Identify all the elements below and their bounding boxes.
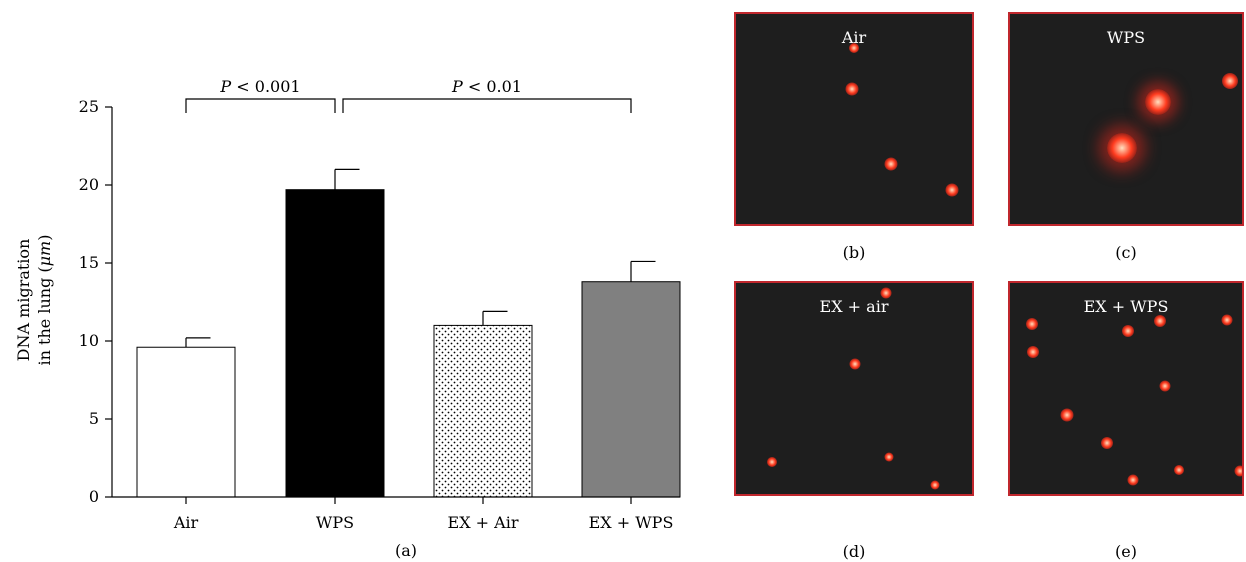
comet-dot [1159,380,1171,392]
panel-label-b: (b) [842,243,866,262]
bar-ex-wps [581,281,681,498]
comet-dot [767,457,777,467]
x-tick-label: EX + WPS [589,513,674,532]
y-tick-label: 0 [89,487,99,506]
comet-dot [1145,89,1171,115]
panel-label-d: (d) [842,542,866,561]
micrograph-ex-wps: EX + WPS [1008,281,1244,496]
comet-dot [849,43,859,53]
significance-bracket [342,98,632,113]
micrograph-air: Air [734,12,974,226]
y-tick-label: 5 [89,409,99,428]
comet-dot [1107,133,1137,163]
p-value-label: P < 0.001 [219,77,300,96]
bar-chart: 0 5 10 15 20 25 Air WPS EX + Air EX + WPS P < 0.… [14,77,681,560]
comet-dot [1174,465,1184,475]
comet-dot [1221,314,1233,326]
y-tick-label: 25 [79,97,99,116]
x-tick-label: EX + Air [448,513,519,532]
comet-dot [1026,318,1038,330]
x-tick-label: WPS [316,513,354,532]
panel-title: EX + WPS [1083,297,1169,316]
comet-dot [849,358,861,370]
comet-dot [1060,408,1074,422]
panel-label-e: (e) [1115,542,1137,561]
comet-dot [845,82,859,96]
panel-label-c: (c) [1115,243,1137,262]
bar-ex-air [433,324,533,498]
micrograph-wps: WPS [1008,12,1244,226]
chart-panel-label: (a) [395,541,417,560]
comet-dot [1222,73,1238,89]
p-value-label: P < 0.01 [451,77,522,96]
y-tick-label: 15 [79,253,99,272]
panel-title: EX + air [819,297,889,316]
y-axis-label-line1: DNA migration [14,239,33,362]
x-tick-label: Air [173,513,199,532]
significance-bracket [185,98,336,113]
comet-dot [1101,437,1113,449]
bar-air [136,346,236,498]
comet-dot [1234,465,1242,477]
comet-dot [1122,325,1134,337]
panel-title: Air [841,28,867,47]
comet-dot [945,183,959,197]
micrograph-ex-air: EX + air [734,281,974,496]
bar-wps [285,189,385,498]
comet-dot [880,287,892,299]
y-axis-label-line2: in the lung (μm) [35,235,54,366]
comet-dot [884,452,894,462]
comet-dot [930,480,940,490]
y-tick-label: 20 [79,175,99,194]
y-tick-label: 10 [79,331,99,350]
comet-dot [884,157,898,171]
comet-dot [1027,346,1039,358]
comet-dot [1127,474,1139,486]
comet-dot [1154,315,1166,327]
panel-title: WPS [1106,28,1146,47]
